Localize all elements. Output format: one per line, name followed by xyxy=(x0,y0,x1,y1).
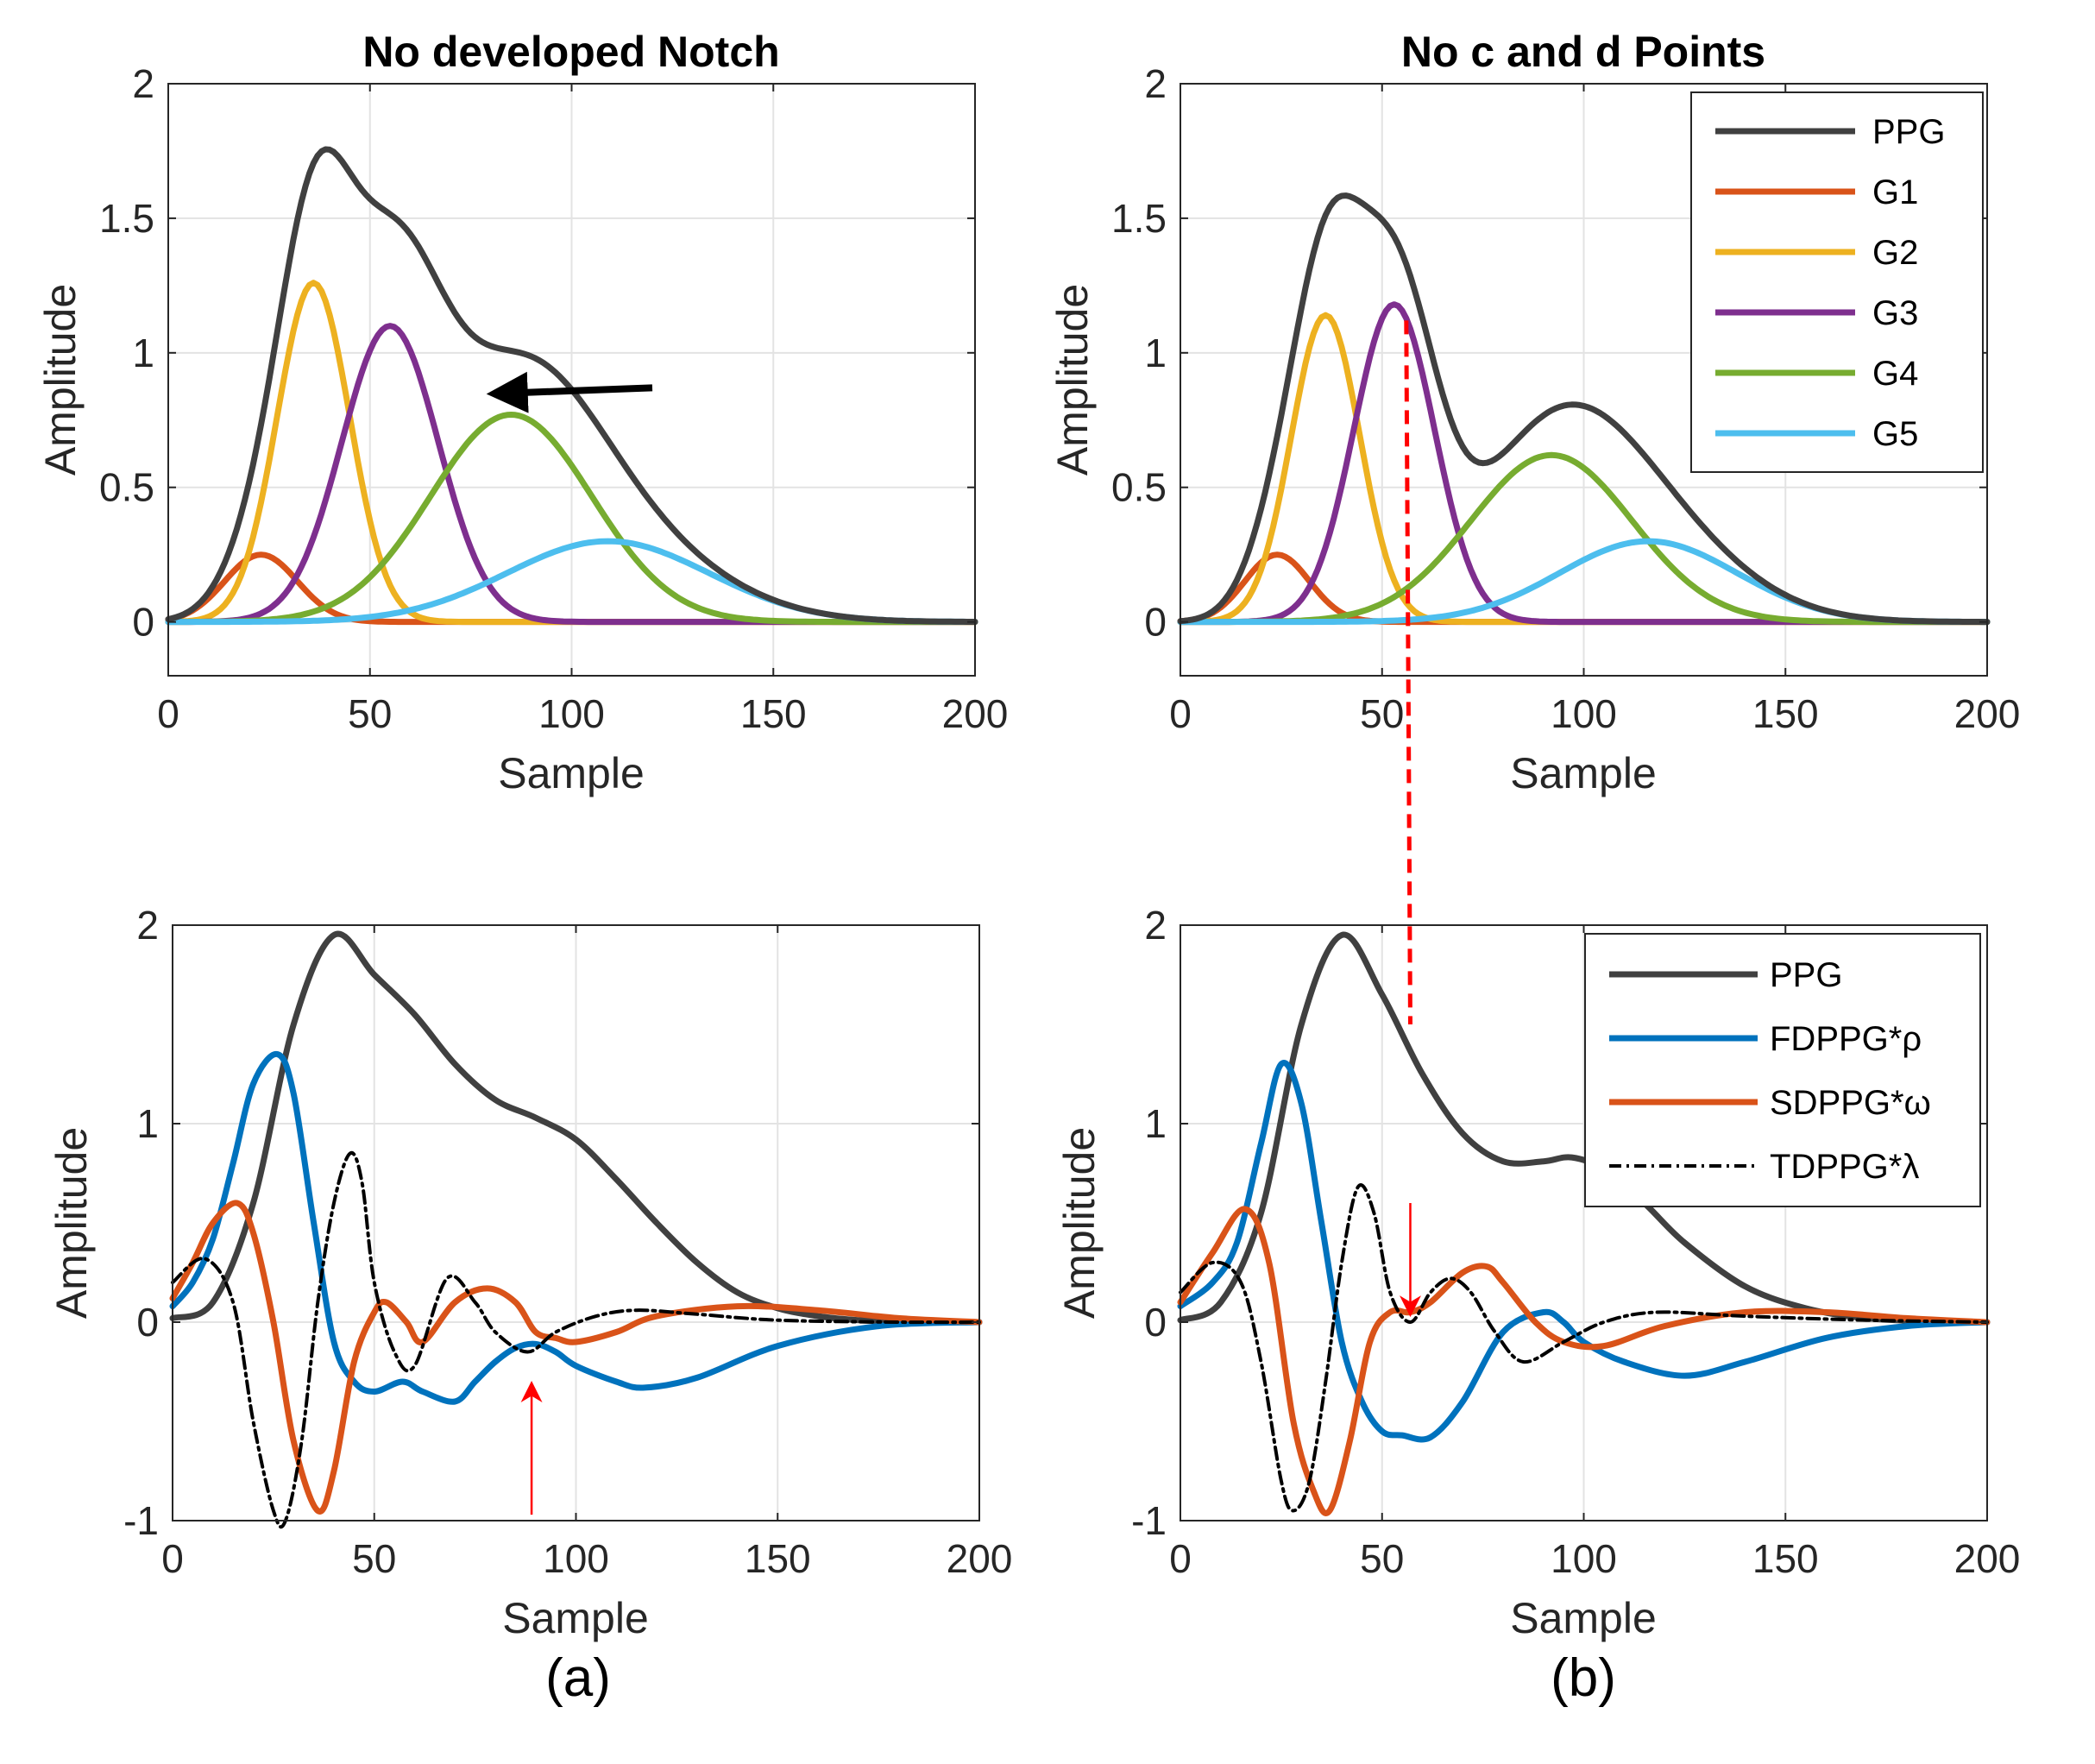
series-line-tdppg xyxy=(171,1150,981,1529)
plot-area xyxy=(1177,192,1991,626)
y-ticks: -1 0 1 2 xyxy=(123,903,979,1543)
y-axis-label: Amplitude xyxy=(36,284,85,476)
y-tick-label: 0.5 xyxy=(99,465,154,510)
legend: PPG FDPPG*ρ SDPPG*ω TDPPG*λ xyxy=(1584,933,1981,1207)
series-line-fdppg xyxy=(1177,1060,1991,1443)
x-tick-label: 150 xyxy=(1752,1536,1819,1581)
legend-label: FDPPG*ρ xyxy=(1770,1020,1922,1058)
annotations xyxy=(1404,320,1412,1025)
x-axis-label: Sample xyxy=(1510,749,1657,797)
panel-b-top: 0 50 100 150 200 0 0.5 1 1.5 2 No c and d Points… xyxy=(1048,28,2020,797)
y-tick-label: 0.5 xyxy=(1111,465,1167,510)
x-tick-label: 50 xyxy=(352,1536,396,1581)
y-tick-label: 1 xyxy=(1144,1101,1167,1146)
y-tick-label: 0 xyxy=(1144,600,1167,645)
x-tick-label: 200 xyxy=(947,1536,1013,1581)
x-tick-label: 200 xyxy=(942,691,1009,736)
x-tick-label: 50 xyxy=(1360,691,1404,736)
x-ticks: 0 50 100 150 200 xyxy=(1169,925,2020,1581)
legend-label: G5 xyxy=(1872,415,1918,453)
cross-panel-dashed-line xyxy=(1404,320,1412,1025)
y-tick-label: 2 xyxy=(136,903,159,948)
x-tick-label: 0 xyxy=(161,1536,184,1581)
legend-label: G4 xyxy=(1872,355,1918,393)
y-tick-label: 0 xyxy=(1144,1300,1167,1345)
annotation-arrow xyxy=(486,371,653,413)
x-tick-label: 0 xyxy=(1169,691,1192,736)
series-line-sdppg xyxy=(169,1200,983,1515)
legend-label: PPG xyxy=(1770,956,1842,994)
series-line-tdppg xyxy=(1179,1183,1989,1513)
x-tick-label: 200 xyxy=(1954,1536,2021,1581)
x-tick-label: 50 xyxy=(1360,1536,1404,1581)
y-axis-label: Amplitude xyxy=(47,1127,96,1319)
series-line-g4 xyxy=(165,412,978,626)
legend-box xyxy=(1584,933,1981,1207)
chart-title: No developed Notch xyxy=(362,28,779,76)
x-ticks: 0 50 100 150 200 xyxy=(157,84,1008,736)
x-tick-label: 200 xyxy=(1954,691,2021,736)
x-tick-label: 100 xyxy=(538,691,605,736)
y-tick-label: 2 xyxy=(1144,903,1167,948)
series-line-fdppg xyxy=(169,1050,983,1405)
x-tick-label: 100 xyxy=(1551,691,1617,736)
y-tick-label: 2 xyxy=(1144,61,1167,106)
chart-title: No c and d Points xyxy=(1401,28,1765,76)
x-tick-label: 100 xyxy=(543,1536,609,1581)
y-axis-label: Amplitude xyxy=(1048,284,1097,476)
series-line-ppg xyxy=(1177,192,1991,626)
plot-area xyxy=(1177,931,1991,1516)
series-line-ppg xyxy=(1177,931,1991,1326)
y-tick-label: 0 xyxy=(136,1300,159,1345)
y-tick-label: 1.5 xyxy=(1111,196,1167,241)
legend-box xyxy=(1690,91,1984,473)
y-tick-label: 1 xyxy=(1144,331,1167,375)
y-axis-label: Amplitude xyxy=(1055,1127,1104,1319)
x-tick-label: 150 xyxy=(745,1536,811,1581)
legend-label: G2 xyxy=(1872,234,1918,272)
x-tick-label: 100 xyxy=(1551,1536,1617,1581)
legend-label: G1 xyxy=(1872,173,1918,211)
legend: PPG G1 G2 G3 G4 G5 xyxy=(1690,91,1984,473)
series-line-ppg xyxy=(169,930,983,1326)
x-tick-label: 150 xyxy=(740,691,807,736)
x-ticks: 0 50 100 150 200 xyxy=(1169,84,2020,736)
y-ticks: 0 0.5 1 1.5 2 xyxy=(99,61,975,645)
y-ticks: 0 0.5 1 1.5 2 xyxy=(1111,61,1987,645)
legend-label: G3 xyxy=(1872,294,1918,332)
x-tick-label: 0 xyxy=(157,691,179,736)
y-tick-label: -1 xyxy=(1131,1498,1167,1543)
x-tick-label: 150 xyxy=(1752,691,1819,736)
legend-label: SDPPG*ω xyxy=(1770,1084,1931,1122)
x-tick-label: 0 xyxy=(1169,1536,1192,1581)
panel-label-b: (b) xyxy=(1551,1648,1616,1708)
y-tick-label: 1.5 xyxy=(99,196,154,241)
x-axis-label: Sample xyxy=(498,749,645,797)
x-axis-label: Sample xyxy=(1510,1594,1657,1642)
y-tick-label: 2 xyxy=(132,61,154,106)
y-ticks: -1 0 1 2 xyxy=(1131,903,1987,1543)
x-tick-label: 50 xyxy=(348,691,392,736)
y-tick-label: 1 xyxy=(136,1101,159,1146)
x-ticks: 0 50 100 150 200 xyxy=(161,925,1012,1581)
panel-a-top: 0 50 100 150 200 0 0.5 1 1.5 2 No developed Notc… xyxy=(36,28,1008,797)
legend-label: PPG xyxy=(1872,113,1945,151)
y-tick-label: -1 xyxy=(123,1498,159,1543)
plot-area xyxy=(165,146,978,626)
x-axis-label: Sample xyxy=(502,1594,649,1642)
y-tick-label: 1 xyxy=(132,331,154,375)
legend-label: TDPPG*λ xyxy=(1770,1148,1919,1186)
y-tick-label: 0 xyxy=(132,600,154,645)
plot-area xyxy=(169,930,983,1529)
panel-label-a: (a) xyxy=(545,1648,611,1708)
